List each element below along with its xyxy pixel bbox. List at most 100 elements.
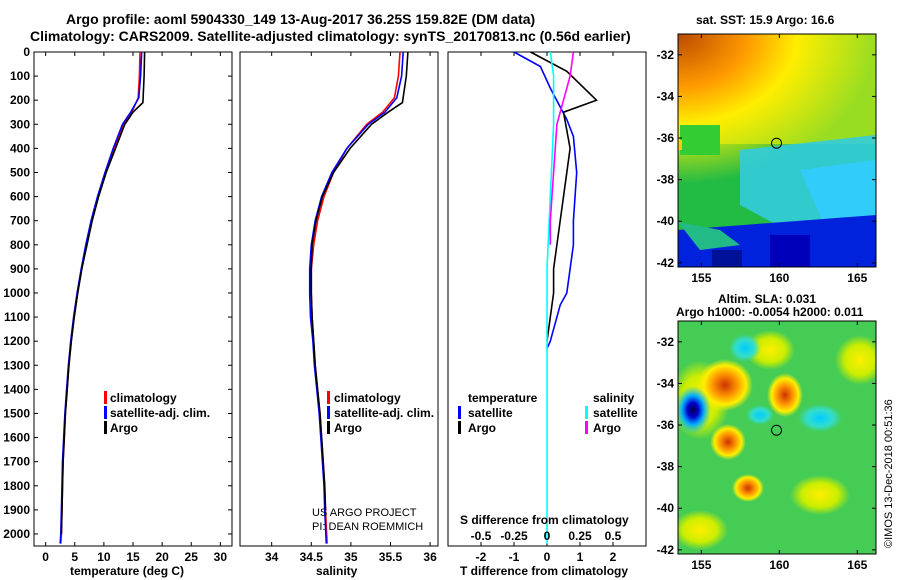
legend-label-t-satellite: satellite xyxy=(468,406,513,420)
salinity-axis-label: salinity xyxy=(316,564,358,578)
depth-tick-label: 1600 xyxy=(3,431,30,445)
depth-tick-label: 200 xyxy=(10,93,30,107)
depth-tick-label: 400 xyxy=(10,141,30,155)
lon-tick-label: 160 xyxy=(769,558,789,572)
lon-tick-label: 165 xyxy=(847,558,867,572)
depth-tick-label: 1100 xyxy=(4,310,30,324)
series-line xyxy=(60,51,146,535)
x-tick-label: 34.5 xyxy=(300,550,324,564)
lat-tick-label: -42 xyxy=(657,543,675,557)
temperature-panel: 0 5 10 15 20 25 30 xyxy=(34,51,232,564)
lat-tick-label: -38 xyxy=(657,460,675,474)
depth-tick-label: 900 xyxy=(10,262,30,276)
lon-tick-label: 160 xyxy=(769,271,789,285)
legend-label-argo: Argo xyxy=(334,421,362,435)
legend-label-satellite: satellite-adj. clim. xyxy=(334,406,434,420)
series-line xyxy=(549,51,575,245)
lat-tick-label: -42 xyxy=(657,256,675,270)
lat-tick-label: -34 xyxy=(657,89,675,103)
lat-tick-label: -36 xyxy=(657,418,675,432)
s-tick-label: -0.25 xyxy=(500,529,528,543)
temperature-legend: climatology satellite-adj. clim. Argo xyxy=(104,391,210,435)
series-line xyxy=(546,51,555,544)
depth-tick-label: 800 xyxy=(10,238,30,252)
x-tick-label: 25 xyxy=(185,550,199,564)
x-tick-label: -2 xyxy=(476,550,487,564)
figure-title-line2: Climatology: CARS2009. Satellite-adjuste… xyxy=(30,28,631,44)
x-tick-label: 35.5 xyxy=(379,550,403,564)
s-difference-axis-label: S difference from climatology xyxy=(460,513,629,527)
depth-tick-label: 600 xyxy=(10,190,30,204)
legend-swatch-climatology xyxy=(327,391,330,404)
salinity-legend: climatology satellite-adj. clim. Argo xyxy=(327,391,434,435)
difference-panel: -2 -1 0 1 2 xyxy=(476,51,617,564)
sst-map-title: sat. SST: 15.9 Argo: 16.6 xyxy=(696,13,835,27)
s-tick-label: 0.25 xyxy=(568,529,592,543)
sst-map-axes: 155 160 165 -32 -34 -36 -38 -40 -42 xyxy=(657,34,876,285)
sla-map-frame xyxy=(677,320,877,555)
x-tick-label: 35 xyxy=(344,550,358,564)
legend-label-climatology: climatology xyxy=(334,391,401,405)
x-tick-label: 10 xyxy=(97,550,111,564)
lon-tick-label: 155 xyxy=(691,271,711,285)
x-tick-label: 0 xyxy=(42,550,49,564)
s-tick-label: -0.5 xyxy=(471,529,492,543)
sla-map-axes: 155 160 165 -32 -34 -36 -38 -40 -42 xyxy=(657,321,876,572)
lon-tick-label: 165 xyxy=(847,271,867,285)
difference-legend-temperature: temperature satellite Argo xyxy=(458,391,538,435)
lat-tick-label: -40 xyxy=(657,501,675,515)
depth-tick-label: 2000 xyxy=(3,527,30,541)
x-tick-label: 2 xyxy=(610,550,617,564)
legend-swatch-argo xyxy=(327,421,330,434)
depth-tick-label: 700 xyxy=(10,214,30,228)
depth-tick-label: 1200 xyxy=(3,334,30,348)
legend-swatch-climatology xyxy=(104,391,107,404)
legend-title-salinity: salinity xyxy=(593,391,635,405)
depth-axis: 0 100 200 300 400 500 600 700 800 900 1000 1100 1200… xyxy=(3,45,30,541)
legend-swatch-s-satellite xyxy=(585,406,588,419)
legend-label-s-argo: Argo xyxy=(593,421,621,435)
t-difference-axis-label: T difference from climatology xyxy=(460,564,628,578)
argo-float-marker-sst xyxy=(771,137,783,149)
lat-tick-label: -40 xyxy=(657,214,675,228)
legend-swatch-s-argo xyxy=(585,421,588,434)
series-line xyxy=(530,51,598,342)
legend-label-s-satellite: satellite xyxy=(593,406,638,420)
salinity-panel-frame xyxy=(239,51,439,547)
legend-title-temperature: temperature xyxy=(468,391,538,405)
series-line xyxy=(310,51,409,510)
legend-swatch-satellite xyxy=(327,406,330,419)
imos-credit: ©IMOS 13-Dec-2018 00:51:36 xyxy=(883,399,895,548)
figure-title-line1: Argo profile: aoml 5904330_149 13-Aug-20… xyxy=(66,11,535,27)
sla-map xyxy=(678,321,876,554)
s-tick-label: 0.5 xyxy=(605,529,622,543)
series-line xyxy=(310,51,401,544)
depth-tick-label: 100 xyxy=(10,69,30,83)
legend-swatch-t-argo xyxy=(458,421,461,434)
x-tick-label: 34 xyxy=(265,550,279,564)
depth-tick-label: 1900 xyxy=(3,503,30,517)
x-tick-label: 20 xyxy=(155,550,169,564)
lon-tick-label: 155 xyxy=(691,558,711,572)
lat-tick-label: -34 xyxy=(657,376,675,390)
depth-tick-label: 1400 xyxy=(3,382,30,396)
x-tick-label: 5 xyxy=(71,550,78,564)
series-line xyxy=(60,51,141,544)
x-tick-label: 0 xyxy=(544,550,551,564)
s-difference-ticks: -0.5 -0.25 0 0.25 0.5 xyxy=(471,529,622,543)
depth-tick-label: 1800 xyxy=(3,479,30,493)
sla-map-subtitle: Argo h1000: -0.0054 h2000: 0.011 xyxy=(676,305,864,319)
sst-map xyxy=(678,34,876,267)
depth-tick-label: 1700 xyxy=(3,455,30,469)
legend-label-argo: Argo xyxy=(110,421,138,435)
depth-tick-label: 300 xyxy=(10,117,30,131)
project-credit-line1: US ARGO PROJECT xyxy=(312,507,417,519)
depth-tick-label: 0 xyxy=(23,45,30,59)
temperature-axis-label: temperature (deg C) xyxy=(70,564,184,578)
legend-label-climatology: climatology xyxy=(110,391,177,405)
s-tick-label: 0 xyxy=(544,529,551,543)
legend-swatch-argo xyxy=(104,421,107,434)
x-tick-label: -1 xyxy=(509,550,520,564)
lat-tick-label: -38 xyxy=(657,173,675,187)
x-tick-label: 15 xyxy=(126,550,140,564)
